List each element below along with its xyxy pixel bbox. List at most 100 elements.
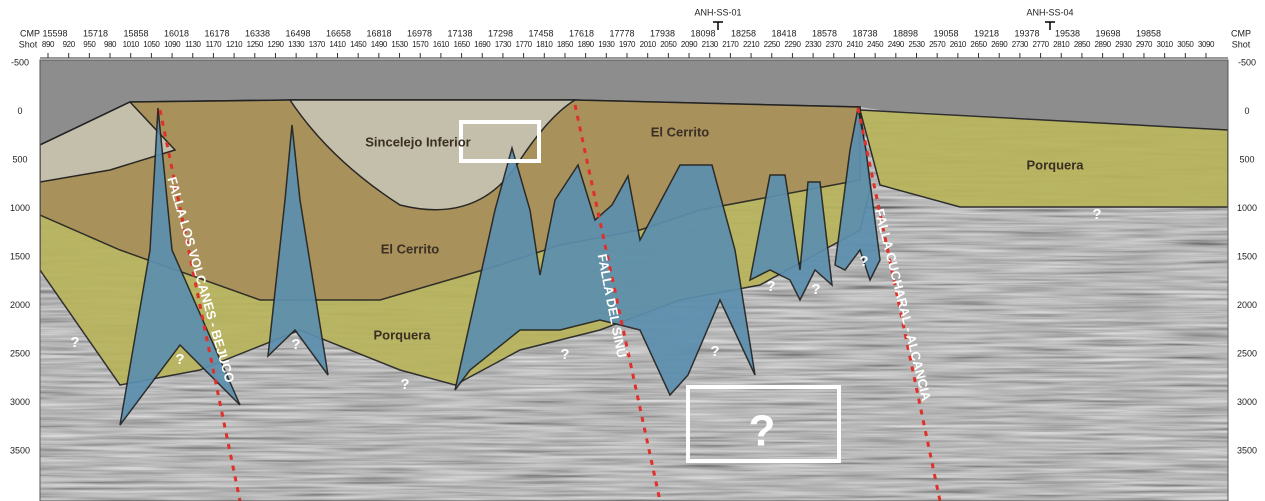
shot-tick-label: 1490 xyxy=(371,40,388,49)
depth-label: -500 xyxy=(1238,57,1256,67)
shot-tick-label: 2410 xyxy=(846,40,863,49)
shot-tick-label: 1810 xyxy=(536,40,553,49)
shot-tick-label: 2210 xyxy=(743,40,760,49)
shot-tick-label: 2610 xyxy=(950,40,967,49)
shot-tick-label: 2330 xyxy=(805,40,822,49)
shot-tick-label: 1250 xyxy=(247,40,264,49)
cmp-tick-label: 18258 xyxy=(731,28,756,38)
shot-tick-label: 2370 xyxy=(826,40,843,49)
shot-tick-label: 1610 xyxy=(433,40,450,49)
depth-label: 3500 xyxy=(10,445,30,455)
shot-tick-label: 2530 xyxy=(908,40,925,49)
depth-label: 3000 xyxy=(1237,397,1257,407)
shot-tick-label: 2250 xyxy=(764,40,781,49)
cmp-tick-label: 19698 xyxy=(1095,28,1120,38)
shot-tick-label: 1330 xyxy=(288,40,305,49)
shot-tick-label: 1570 xyxy=(412,40,429,49)
cmp-tick-label: 17618 xyxy=(569,28,594,38)
well-label: ANH-SS-04 xyxy=(1026,7,1073,17)
shot-tick-label: 3090 xyxy=(1198,40,1215,49)
unknown-mark: ? xyxy=(811,281,820,298)
cmp-tick-label: 16178 xyxy=(204,28,229,38)
well-label: ANH-SS-01 xyxy=(694,7,741,17)
shot-tick-label: 2890 xyxy=(1095,40,1112,49)
cmp-tick-label: 19218 xyxy=(974,28,999,38)
shot-tick-label: 1730 xyxy=(495,40,512,49)
unknown-mark: ? xyxy=(1092,206,1101,223)
unknown-mark: ? xyxy=(560,346,569,363)
shot-tick-label: 920 xyxy=(63,40,76,49)
shot-tick-label: 3010 xyxy=(1157,40,1174,49)
section-body xyxy=(40,60,1228,501)
formation-label: Sincelejo Inferior xyxy=(365,134,470,149)
shot-tick-label: 2450 xyxy=(867,40,884,49)
cmp-tick-label: 19378 xyxy=(1014,28,1039,38)
unknown-mark: ? xyxy=(749,407,776,456)
cmp-tick-label: 18738 xyxy=(852,28,877,38)
cmp-tick-label: 16018 xyxy=(164,28,189,38)
formation-label: Porquera xyxy=(1026,157,1084,172)
depth-label: 2500 xyxy=(1237,348,1257,358)
cmp-tick-label: 18898 xyxy=(893,28,918,38)
shot-tick-label: 1050 xyxy=(143,40,160,49)
unknown-mark: ? xyxy=(710,343,719,360)
well-marker xyxy=(1045,22,1055,30)
cmp-tick-label: 16338 xyxy=(245,28,270,38)
cmp-tick-label: 17778 xyxy=(609,28,634,38)
depth-label: 3000 xyxy=(10,397,30,407)
unknown-mark: ? xyxy=(291,336,300,353)
shot-tick-label: 2850 xyxy=(1074,40,1091,49)
depth-label: 1000 xyxy=(10,203,30,213)
shot-tick-label: 1970 xyxy=(619,40,636,49)
shot-label: Shot xyxy=(1232,39,1251,49)
depth-label: 2000 xyxy=(10,300,30,310)
cmp-tick-label: 17938 xyxy=(650,28,675,38)
depth-label: 3500 xyxy=(1237,445,1257,455)
unknown-mark: ? xyxy=(859,253,868,270)
shot-tick-label: 2690 xyxy=(991,40,1008,49)
cmp-tick-label: 18578 xyxy=(812,28,837,38)
cmp-tick-label: 19858 xyxy=(1136,28,1161,38)
depth-label: 0 xyxy=(1244,106,1249,116)
depth-label: 500 xyxy=(12,154,27,164)
formation-label: El Cerrito xyxy=(651,124,710,139)
shot-tick-label: 2490 xyxy=(888,40,905,49)
shot-tick-label: 1410 xyxy=(329,40,346,49)
cmp-tick-label: 15718 xyxy=(83,28,108,38)
cmp-tick-label: 17298 xyxy=(488,28,513,38)
shot-tick-label: 1770 xyxy=(516,40,533,49)
shot-tick-label: 2730 xyxy=(1012,40,1029,49)
shot-tick-label: 2130 xyxy=(702,40,719,49)
shot-tick-label: 2010 xyxy=(640,40,657,49)
shot-tick-label: 2810 xyxy=(1053,40,1070,49)
cmp-tick-label: 19538 xyxy=(1055,28,1080,38)
cmp-tick-label: 16818 xyxy=(366,28,391,38)
shot-label: Shot xyxy=(19,39,38,49)
unknown-mark: ? xyxy=(175,351,184,368)
shot-tick-label: 1690 xyxy=(474,40,491,49)
shot-tick-label: 1130 xyxy=(185,40,202,49)
shot-tick-label: 1370 xyxy=(309,40,326,49)
cmp-tick-label: 16498 xyxy=(285,28,310,38)
shot-tick-label: 890 xyxy=(42,40,55,49)
shot-tick-label: 1850 xyxy=(557,40,574,49)
unknown-mark: ? xyxy=(70,334,79,351)
cmp-tick-label: 16658 xyxy=(326,28,351,38)
formation-label: El Cerrito xyxy=(381,241,440,256)
shot-tick-label: 1170 xyxy=(206,40,223,49)
seismic-section: CMPShotCMPShot15598157181585816018161781… xyxy=(0,0,1265,501)
shot-tick-label: 2650 xyxy=(970,40,987,49)
cmp-label: CMP xyxy=(1231,28,1251,38)
shot-tick-label: 2770 xyxy=(1032,40,1049,49)
shot-tick-label: 1930 xyxy=(598,40,615,49)
cmp-tick-label: 19058 xyxy=(933,28,958,38)
depth-label: 1000 xyxy=(1237,203,1257,213)
shot-tick-label: 1650 xyxy=(453,40,470,49)
shot-tick-label: 1890 xyxy=(578,40,595,49)
unknown-mark: ? xyxy=(766,278,775,295)
shot-tick-label: 2930 xyxy=(1115,40,1132,49)
shot-tick-label: 1290 xyxy=(267,40,284,49)
shot-tick-label: 2290 xyxy=(784,40,801,49)
depth-label: 2000 xyxy=(1237,300,1257,310)
shot-tick-label: 2570 xyxy=(929,40,946,49)
